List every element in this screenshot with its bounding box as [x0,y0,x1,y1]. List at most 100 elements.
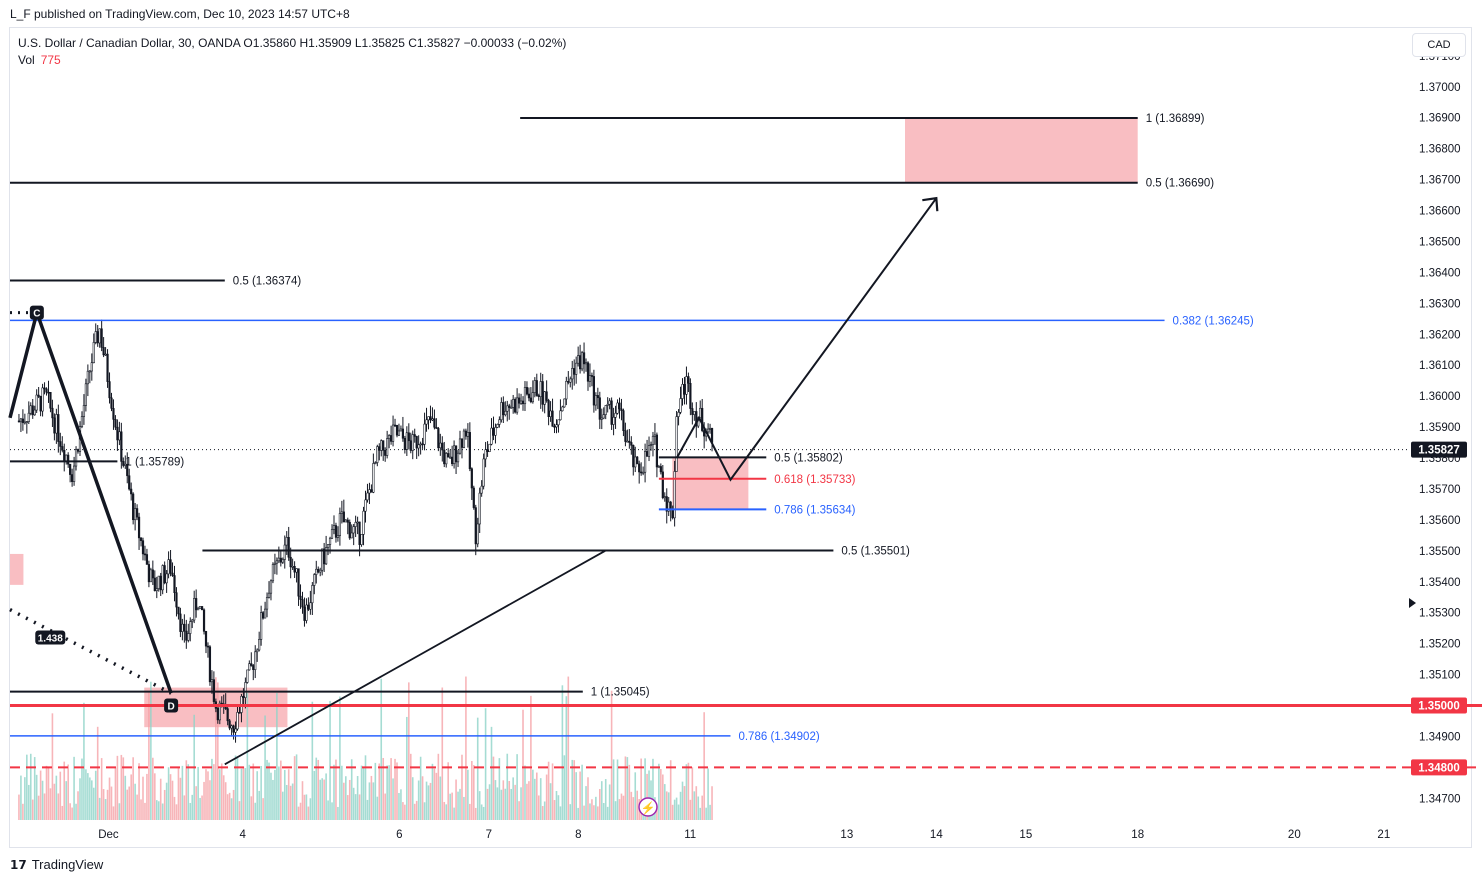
candle-body [673,471,676,519]
candle-body [382,440,385,451]
candle-body [126,463,129,477]
volume-bar [262,798,264,820]
candle-body [55,414,58,434]
candle-body [244,682,247,698]
candle-body [539,381,542,397]
volume-bar [362,766,365,820]
candle-body [529,397,532,403]
candle-body [504,410,507,416]
volume-bar [602,803,605,820]
candle-body [695,411,698,427]
candle-body [663,496,666,499]
volume-bar [520,787,522,820]
candle-body [338,513,341,536]
volume-value: 775 [40,53,61,67]
candle-body [645,451,649,457]
candle-body [521,400,525,405]
x-tick-label: 13 [840,829,853,841]
volume-bar [295,754,298,820]
volume-bar [345,776,347,820]
candle-body [65,454,68,462]
volume-bar [569,804,572,820]
candle-body [275,560,278,564]
candle-body [49,391,52,409]
candle-body [464,430,468,437]
candle-body [311,585,314,604]
volume-bar [189,802,192,820]
volume-bar [43,793,46,820]
candle-body [159,575,162,591]
volume-bar [100,758,103,820]
candle-body [273,562,277,565]
candle-body [636,456,639,465]
candle-body [37,394,40,397]
candle-body [287,537,290,558]
volume-bar [55,775,58,820]
volume-bar [134,783,136,820]
candle-body [39,396,42,412]
volume-bar [173,796,176,820]
volume-bar [213,764,215,820]
volume-bar [480,804,483,820]
candle-body [527,393,531,399]
y-tick-label: 1.35600 [1419,515,1461,527]
candle-body [226,708,229,722]
volume-bar [51,713,54,820]
candle-body [415,436,418,449]
volume-bar [163,789,166,820]
volume-bar [478,791,481,820]
currency-button[interactable]: CAD [1412,33,1466,57]
candle-body [293,566,296,573]
volume-bar [270,772,272,820]
candle-body [388,435,391,439]
candle-body [153,577,156,592]
candle-body [53,417,56,434]
volume-bar [315,757,318,820]
candle-body [386,438,389,456]
candle-body [651,435,655,445]
volume-bar [665,791,668,820]
footer-brand[interactable]: 𝟭𝟳 TradingView [10,857,103,872]
volume-bar [289,785,292,820]
volume-bar [124,775,127,820]
candle-body [336,535,340,538]
candle-body [435,426,438,429]
volume-bar [33,757,36,820]
volume-bar [443,801,446,820]
candle-body [96,331,99,344]
volume-bar [382,757,385,820]
candle-body [364,499,367,512]
volume-bar [96,726,99,820]
volume-bar [514,784,516,820]
volume-bar [398,793,400,820]
y-tick-label: 1.36900 [1419,113,1461,125]
candle-body [334,525,338,538]
volume-bar [150,681,152,820]
candle-body [512,399,515,408]
candle-body [88,370,91,373]
volume-bar [122,757,125,820]
pattern-line [675,197,938,482]
publisher-line: L_F published on TradingView.com, Dec 10… [10,7,350,21]
pattern-line [224,550,606,766]
volume-bar [504,788,507,820]
candle-body [262,612,265,619]
candle-body [622,410,625,432]
candle-body [149,569,152,583]
volume-bar [26,754,28,820]
y-tick-label: 1.35500 [1419,546,1461,558]
candle-body [523,387,527,405]
candle-body [315,568,318,575]
volume-bar [276,692,278,820]
candle-body [90,362,93,372]
candle-body [366,492,369,501]
candle-body [454,445,458,463]
volume-bar [394,758,396,820]
candle-body [600,417,603,420]
volume-bar [697,796,700,820]
candle-body [482,458,485,487]
candle-body [577,355,580,364]
volume-bar [565,696,568,820]
candle-body [667,501,670,512]
